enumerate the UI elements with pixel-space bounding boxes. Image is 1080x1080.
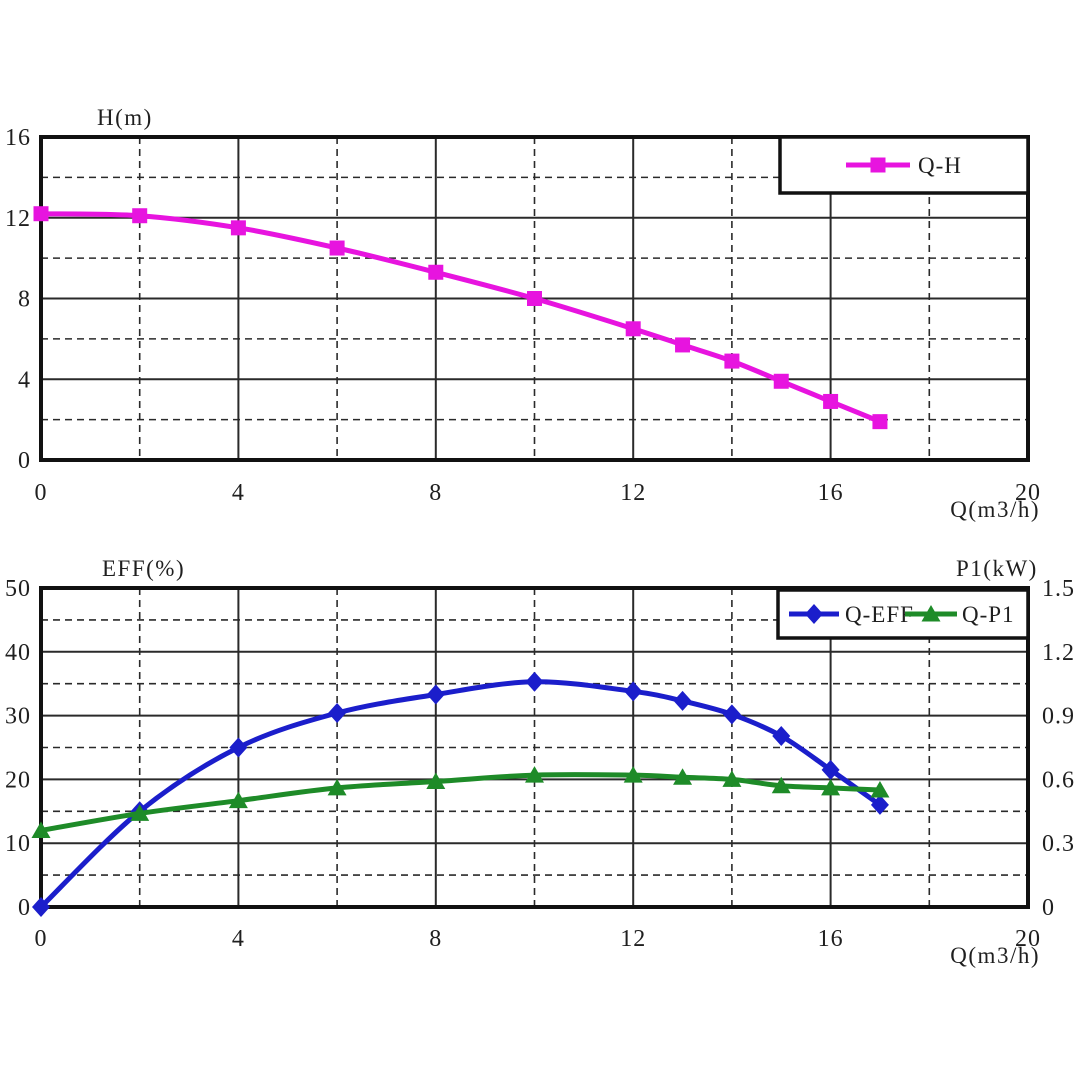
Q-H-marker [724,353,740,369]
y-tick-label: 50 [5,576,31,602]
legend: Q-H [778,135,1030,195]
y-tick-label: 4 [18,367,31,393]
Q-H-marker [230,220,246,236]
y-tick-labels: 0 4 8 12 16 [5,125,31,474]
series-Q-P1-markers [31,766,890,838]
gridlines-major [41,588,1028,907]
x-tick-label: 20 [1015,480,1041,506]
Q-P1-marker [426,772,446,790]
Q-EFF-marker [722,704,741,725]
top-chart-y-axis-title: H(m) [97,105,153,130]
Q-EFF-marker [870,794,889,815]
bottom-chart-right-axis-title: P1(kW) [956,556,1038,581]
y-tick-label: 20 [5,767,31,793]
legend: Q-EFF Q-P1 [776,588,1030,640]
y-right-tick-label: 0.9 [1042,704,1075,730]
Q-P1-marker [771,776,791,794]
Q-P1-marker [821,778,841,796]
qh-chart-svg: Q-H 0 4 8 12 16 20 0 4 8 12 16 [5,125,1041,506]
x-tick-label: 16 [818,480,844,506]
Q-EFF-marker [426,684,445,705]
y-right-tick-label: 1.2 [1042,640,1075,666]
x-tick-label: 8 [429,480,442,506]
y-tick-label: 8 [18,287,31,313]
Q-P1-marker [722,770,742,787]
legend-sample-marker [870,157,886,173]
x-tick-label: 20 [1015,926,1041,952]
Q-H-marker [872,414,888,430]
Q-EFF-marker [821,759,840,780]
legend-label: Q-EFF [845,602,914,627]
Q-H-marker [773,373,789,389]
bottom-chart-left-axis-title: EFF(%) [102,556,186,581]
y-right-tick-label: 0.3 [1042,831,1075,857]
x-tick-label: 4 [232,480,245,506]
x-tick-label: 16 [818,926,844,952]
Q-P1-marker [673,768,693,785]
Q-P1-marker [228,791,248,809]
legend-sample-marker [805,604,823,624]
Q-EFF-marker [624,681,643,702]
Q-H-marker [33,206,49,222]
x-tick-label: 8 [429,926,442,952]
Q-EFF-marker [32,897,50,917]
series-Q-EFF-markers [32,671,889,917]
x-tick-labels: 0 4 8 12 16 20 [35,926,1041,952]
y-tick-label: 0 [18,895,31,921]
x-tick-label: 12 [620,480,646,506]
y-right-tick-label: 0.6 [1042,767,1075,793]
Q-H-marker [527,291,542,306]
Q-P1-marker [870,781,890,798]
y-tick-label: 12 [5,206,31,232]
Q-P1-marker [31,821,51,838]
legend-label: Q-H [918,153,962,178]
Q-H-marker [428,264,444,280]
legend-sample-marker [921,605,941,622]
Q-P1-marker [623,766,643,783]
Q-H-marker [132,208,148,224]
Q-EFF-marker [328,703,347,724]
y-tick-label: 0 [18,448,31,474]
plot-frame [39,586,1030,909]
y-tick-label: 40 [5,640,31,666]
x-tick-labels: 0 4 8 12 16 20 [35,480,1041,506]
legend-box [778,135,1030,195]
Q-H-marker [675,337,691,353]
y-right-tick-label: 0 [1042,895,1055,921]
y-tick-label: 30 [5,704,31,730]
series-Q-H-markers [33,206,888,430]
bottom-chart-x-axis-title: Q(m3/h) [950,943,1040,968]
x-tick-label: 4 [232,926,245,952]
eff-p1-chart-svg: Q-EFF Q-P10 4 8 12 16 200102030405000.30.60.91… [5,576,1075,952]
x-tick-label: 12 [620,926,646,952]
y-tick-label: 16 [5,125,31,151]
Q-EFF-marker [229,737,248,758]
Q-EFF-marker [772,726,791,747]
y-tick-label: 10 [5,831,31,857]
Q-P1-marker [327,778,347,796]
x-tick-label: 0 [35,926,48,952]
legend-label: Q-P1 [962,602,1015,627]
plot-frame [39,135,1030,462]
Q-H-marker [625,321,641,337]
Q-H-marker [329,240,345,256]
Q-EFF-marker [525,671,544,692]
series-Q-H-line [38,211,883,425]
Q-EFF-marker [673,690,692,711]
top-chart-x-axis-title: Q(m3/h) [950,497,1040,522]
x-tick-label: 0 [35,480,48,506]
series-Q-P1-line [38,772,883,833]
y-right-tick-labels: 0 0.3 0.6 0.9 1.2 1.5 [1042,576,1075,921]
Q-P1-marker [130,804,150,821]
Q-H-marker [823,393,839,409]
Q-P1-marker [525,766,544,783]
y-right-tick-label: 1.5 [1042,576,1075,602]
y-tick-labels: 0 10 20 30 40 50 [5,576,31,921]
